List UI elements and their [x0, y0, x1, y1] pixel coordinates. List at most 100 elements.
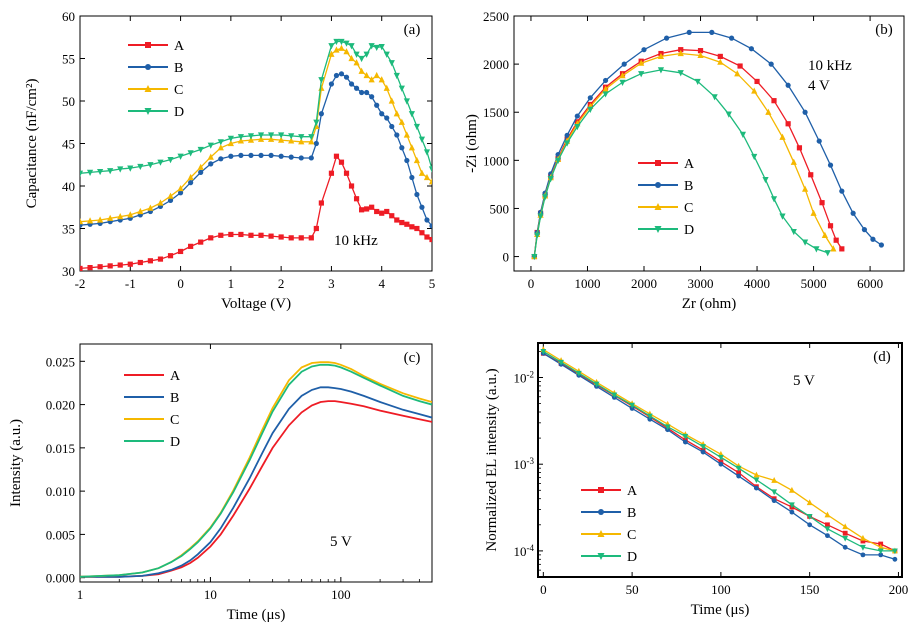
- series-D-line: [80, 40, 432, 174]
- series-A-point: [678, 47, 684, 53]
- x-axis-label: Zr (ohm): [682, 296, 737, 312]
- series-C-point: [358, 67, 365, 74]
- series-C-point: [821, 231, 828, 238]
- series-A: [80, 153, 432, 271]
- series-B-line: [80, 73, 432, 227]
- x-tick-label: 4: [378, 276, 385, 291]
- series-C-point: [247, 136, 255, 143]
- series-B-point: [198, 169, 204, 175]
- series-A-point: [399, 219, 405, 226]
- series-C-point: [177, 184, 184, 192]
- series-C-point: [877, 543, 884, 550]
- series-C-point: [428, 178, 432, 185]
- x-tick-label: 0: [528, 276, 535, 291]
- panel-label: (b): [875, 22, 893, 38]
- series-D-line: [533, 69, 828, 257]
- series-C-point: [824, 511, 831, 518]
- series-A-point: [127, 261, 133, 267]
- series-D-point: [657, 67, 665, 74]
- series-C-point: [677, 49, 684, 57]
- series-D-point: [700, 444, 707, 450]
- series-C-point: [288, 137, 295, 144]
- series-D-point: [587, 106, 594, 113]
- series-B-point: [288, 154, 294, 160]
- series-C-point: [298, 138, 305, 145]
- series-C-point: [117, 213, 124, 220]
- series-D-point: [725, 111, 732, 118]
- series-D-point: [388, 60, 395, 67]
- y-axis-label: Capacitance (nF/cm²): [24, 79, 40, 209]
- x-tick-label: 100: [331, 587, 351, 602]
- series-B-point: [802, 109, 808, 115]
- annotation-text: 5 V: [330, 534, 352, 550]
- legend-marker: [144, 85, 152, 92]
- series-D-point: [348, 43, 355, 50]
- series-B-point: [664, 35, 670, 41]
- series-D-point: [779, 213, 786, 220]
- series-A-point: [147, 258, 153, 264]
- series-A-point: [117, 262, 123, 268]
- series-A-point: [833, 237, 839, 243]
- series-A-point: [369, 204, 375, 210]
- series-D-point: [824, 526, 831, 533]
- series-D-point: [86, 169, 94, 176]
- series-D-point: [558, 359, 564, 366]
- legend-marker: [598, 487, 604, 493]
- series-D-point: [531, 253, 538, 261]
- series-B-point: [238, 152, 244, 158]
- series-B-point: [177, 190, 184, 196]
- series-A-point: [348, 183, 355, 189]
- series-C-point: [217, 144, 224, 151]
- y-tick-label: 10-4: [514, 543, 535, 559]
- x-axis-label: Voltage (V): [221, 296, 291, 312]
- series-A-point: [429, 236, 432, 243]
- series-B: [531, 29, 884, 260]
- series-B-point: [785, 82, 791, 88]
- y-tick-label: 30: [62, 264, 75, 279]
- series-C-point: [318, 84, 325, 91]
- series-C-point: [147, 204, 154, 211]
- series-D-point: [877, 548, 884, 555]
- series-B-point: [333, 72, 340, 79]
- series-B-point: [839, 188, 845, 194]
- series-A-point: [754, 78, 760, 85]
- series-D-point: [247, 133, 255, 140]
- series-D-point: [167, 157, 174, 164]
- x-tick-label: 3: [328, 276, 335, 291]
- series-B-point: [353, 85, 360, 91]
- series-C-point: [398, 118, 405, 125]
- series-A-point: [364, 206, 370, 212]
- series-A-point: [157, 256, 164, 262]
- x-tick-label: 6000: [857, 276, 883, 291]
- series-C: [80, 361, 432, 578]
- x-tick-label: 1: [77, 587, 84, 602]
- series-C-point: [187, 173, 194, 181]
- series-A-point: [298, 235, 304, 241]
- series-C-point: [97, 216, 104, 223]
- series-B-point: [258, 152, 264, 158]
- y-axis-label: -Zi (ohm): [464, 114, 480, 173]
- x-tick-label: 1: [228, 276, 235, 291]
- x-tick-label: 200: [889, 582, 909, 597]
- series-A-point: [308, 235, 314, 241]
- series-A-point: [808, 172, 814, 178]
- series-B-point: [419, 204, 425, 210]
- series-B-point: [748, 46, 754, 52]
- series-D-point: [97, 168, 104, 176]
- series-C-point: [393, 110, 400, 117]
- series-C-point: [842, 523, 849, 530]
- series-B-point: [807, 522, 813, 528]
- series-B-point: [374, 102, 380, 108]
- series-A-point: [353, 196, 360, 202]
- plot-frame: [513, 15, 905, 272]
- series-D-point: [428, 166, 432, 173]
- series-A-point: [359, 207, 365, 213]
- series-A-point: [238, 231, 244, 238]
- series-C-point: [779, 133, 786, 140]
- series-B-point: [359, 89, 365, 96]
- legend-marker: [654, 203, 662, 210]
- series-D-point: [338, 38, 345, 46]
- series-B: [80, 71, 432, 229]
- panel-b-impedance-nyquist: (b) 0 1000 2000 3000 4000 5000 6000 0 500 1000 1500…: [464, 9, 905, 312]
